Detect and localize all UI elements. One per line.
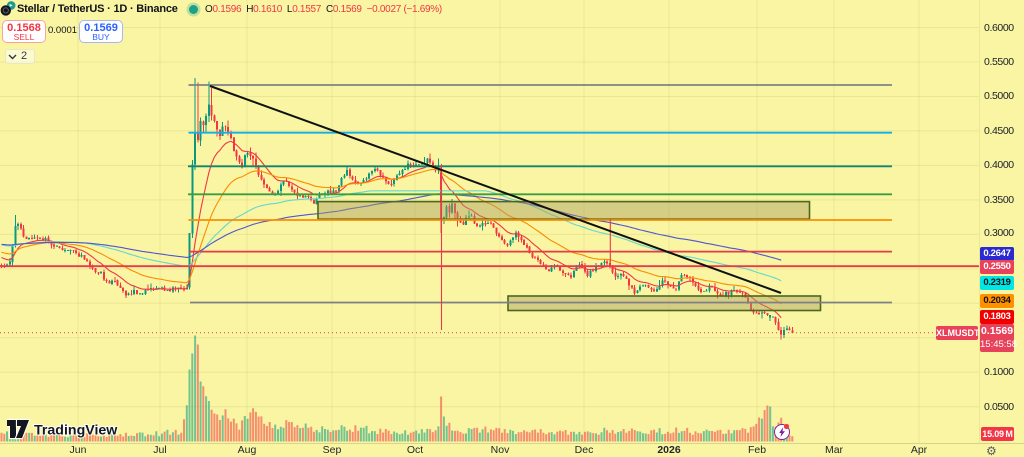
- svg-text:TradingView: TradingView: [34, 423, 118, 439]
